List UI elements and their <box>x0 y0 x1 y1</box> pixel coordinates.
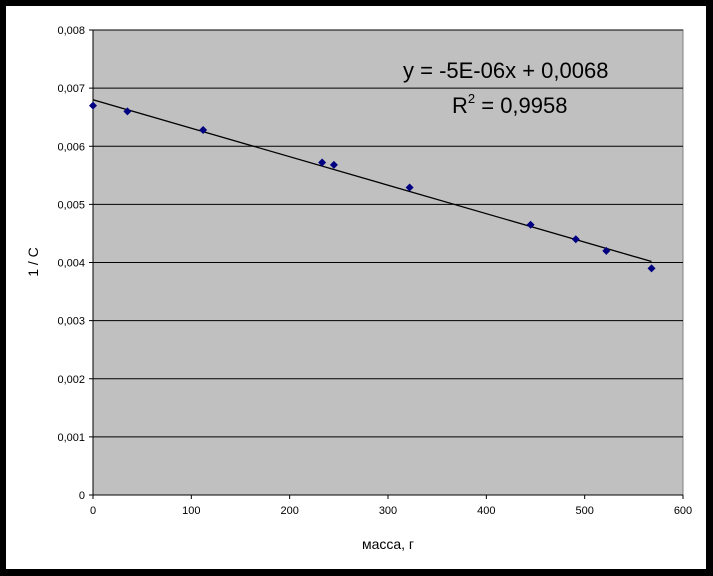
data-point <box>526 220 535 229</box>
data-point <box>318 158 327 167</box>
y-tick-label: 0,006 <box>57 141 85 153</box>
x-tick-label: 400 <box>477 505 495 517</box>
x-tick-label: 600 <box>674 505 692 517</box>
r-squared-symbol: R <box>452 93 468 118</box>
x-tick-label: 0 <box>90 505 96 517</box>
y-tick-label: 0 <box>79 490 85 502</box>
data-point <box>89 101 97 110</box>
r-squared-exponent: 2 <box>468 91 475 106</box>
y-tick-label: 0,004 <box>57 258 85 270</box>
y-tick-label: 0,008 <box>57 25 85 37</box>
trendline <box>92 99 652 263</box>
data-point <box>647 264 656 273</box>
y-tick-label: 0,001 <box>57 432 85 444</box>
x-tick-label: 500 <box>575 505 593 517</box>
x-tick-label: 200 <box>280 505 298 517</box>
scatter-chart: 0 100 200 300 400 500 600 0 0,001 0,002 0,003 0,00… <box>25 25 692 552</box>
y-tick-label: 0,002 <box>57 374 85 386</box>
data-point <box>329 160 338 169</box>
r-squared-value: = 0,9958 <box>475 93 567 118</box>
data-point <box>123 107 132 116</box>
data-points <box>89 101 656 273</box>
r-squared-label: R2 = 0,9958 <box>452 91 568 118</box>
data-point <box>199 125 208 134</box>
y-tick-label: 0,005 <box>57 199 85 211</box>
data-point <box>571 235 580 244</box>
y-tick-label: 0,007 <box>57 83 85 95</box>
x-axis-ticks: 0 100 200 300 400 500 600 <box>90 495 692 517</box>
x-axis-title: масса, г <box>362 536 414 552</box>
y-axis-ticks: 0 0,001 0,002 0,003 0,004 0,005 0,006 0,007 0,00… <box>57 25 93 502</box>
chart-area: 0 100 200 300 400 500 600 0 0,001 0,002 0,003 0,00… <box>6 6 706 569</box>
gridlines <box>93 29 683 438</box>
x-tick-label: 300 <box>379 505 397 517</box>
x-tick-label: 100 <box>182 505 200 517</box>
data-point <box>602 246 611 255</box>
trendline-equation: y = -5E-06x + 0,0068 <box>403 58 608 83</box>
y-axis-title: 1 / С <box>25 247 41 277</box>
y-tick-label: 0,003 <box>57 316 85 328</box>
data-point <box>405 183 414 192</box>
